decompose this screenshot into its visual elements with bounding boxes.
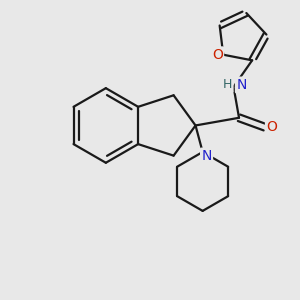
Text: N: N (236, 78, 247, 92)
Text: O: O (266, 120, 277, 134)
Text: H: H (223, 78, 232, 92)
Text: N: N (201, 149, 212, 163)
Text: O: O (212, 48, 223, 62)
